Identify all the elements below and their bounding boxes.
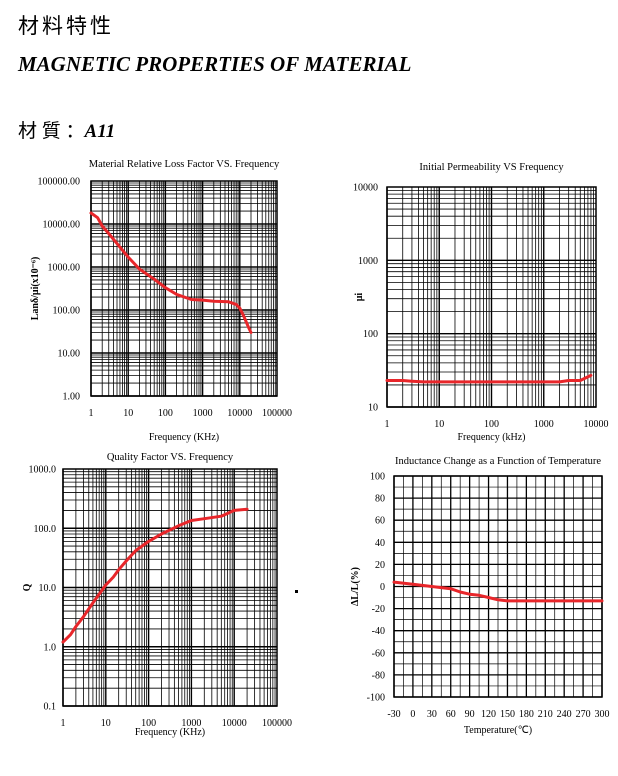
y-axis-label: Lanδ/μi(x10⁻⁶) (30, 257, 41, 321)
x-tick-label: 150 (500, 709, 515, 720)
x-tick-label: 10 (434, 419, 444, 430)
x-tick-label: 100000 (262, 408, 292, 419)
y-tick-label: 1000.0 (29, 465, 57, 476)
title-chinese: 材料特性 (18, 14, 114, 38)
y-tick-label: 80 (375, 494, 385, 505)
y-axis-label: Q (22, 583, 33, 591)
y-tick-label: -100 (367, 693, 385, 704)
y-tick-label: 10.00 (58, 349, 81, 360)
x-tick-label: 210 (538, 709, 553, 720)
chart-title: Inductance Change as a Function of Tempe… (395, 456, 601, 467)
y-tick-label: 40 (375, 538, 385, 549)
y-tick-label: 1000 (358, 256, 378, 267)
x-axis-label: Frequency (KHz) (135, 727, 205, 738)
material-label: 材 質 ： (18, 121, 85, 142)
title-english: MAGNETIC PROPERTIES OF MATERIAL (18, 52, 412, 76)
x-tick-label: 180 (519, 709, 534, 720)
x-tick-label: 100000 (262, 718, 292, 729)
y-tick-label: 10.0 (39, 583, 57, 594)
plot-frame (62, 468, 278, 707)
x-tick-label: 270 (576, 709, 591, 720)
y-tick-label: 0 (380, 582, 385, 593)
x-tick-label: 10000 (584, 419, 609, 430)
chart-title: Quality Factor VS. Frequency (107, 452, 234, 463)
x-tick-label: 90 (465, 709, 475, 720)
x-tick-label: 120 (481, 709, 496, 720)
y-tick-label: 10000 (353, 183, 378, 194)
x-tick-label: 0 (410, 709, 415, 720)
x-tick-label: 100 (141, 718, 156, 729)
x-tick-label: 1 (385, 419, 390, 430)
x-axis-label: Temperature(℃) (464, 725, 532, 736)
y-tick-label: 100 (363, 329, 378, 340)
y-tick-label: 1000.00 (48, 263, 81, 274)
x-tick-label: 10000 (227, 408, 252, 419)
chart-title: Initial Permeability VS Frequency (419, 162, 564, 173)
series-line (392, 580, 604, 603)
x-tick-label: 1000 (181, 718, 201, 729)
x-tick-label: 10 (101, 718, 111, 729)
y-tick-label: 60 (375, 516, 385, 527)
y-tick-label: 10000.00 (43, 220, 81, 231)
y-tick-label: 100.0 (34, 524, 57, 535)
x-tick-label: -30 (387, 709, 400, 720)
y-axis-label: ΔL/L(%) (350, 567, 361, 606)
y-tick-label: -60 (372, 648, 385, 659)
material-value: A11 (84, 121, 116, 142)
x-tick-label: 1 (61, 718, 66, 729)
series-line (61, 507, 249, 644)
x-tick-label: 100 (158, 408, 173, 419)
y-tick-label: -40 (372, 626, 385, 637)
x-axis-label: Frequency (kHz) (457, 432, 525, 443)
x-tick-label: 240 (557, 709, 572, 720)
series-line (89, 211, 253, 334)
material-line: 材 質 ：A11 (18, 116, 115, 143)
y-tick-label: 20 (375, 560, 385, 571)
x-tick-label: 1000 (534, 419, 554, 430)
x-tick-label: 60 (446, 709, 456, 720)
marker-dot (295, 590, 298, 593)
y-tick-label: 1.00 (63, 392, 81, 403)
y-tick-label: 10 (368, 403, 378, 414)
chart-title: Material Relative Loss Factor VS. Freque… (89, 159, 280, 170)
x-tick-label: 300 (595, 709, 610, 720)
plot-frame (386, 186, 597, 408)
x-tick-label: 1 (89, 408, 94, 419)
x-tick-label: 30 (427, 709, 437, 720)
y-tick-label: -20 (372, 604, 385, 615)
y-tick-label: 100 (370, 472, 385, 483)
x-axis-label: Frequency (KHz) (149, 432, 219, 443)
x-tick-label: 100 (484, 419, 499, 430)
x-tick-label: 1000 (193, 408, 213, 419)
x-tick-label: 10000 (222, 718, 247, 729)
plot-frame (393, 475, 603, 698)
y-tick-label: -80 (372, 670, 385, 681)
series-line (385, 373, 593, 384)
y-axis-label: μi (354, 293, 365, 302)
y-tick-label: 100.00 (53, 306, 81, 317)
y-tick-label: 1.0 (44, 642, 57, 653)
x-tick-label: 10 (123, 408, 133, 419)
plot-frame (90, 180, 278, 397)
y-tick-label: 0.1 (44, 702, 57, 713)
y-tick-label: 100000.00 (38, 177, 81, 188)
